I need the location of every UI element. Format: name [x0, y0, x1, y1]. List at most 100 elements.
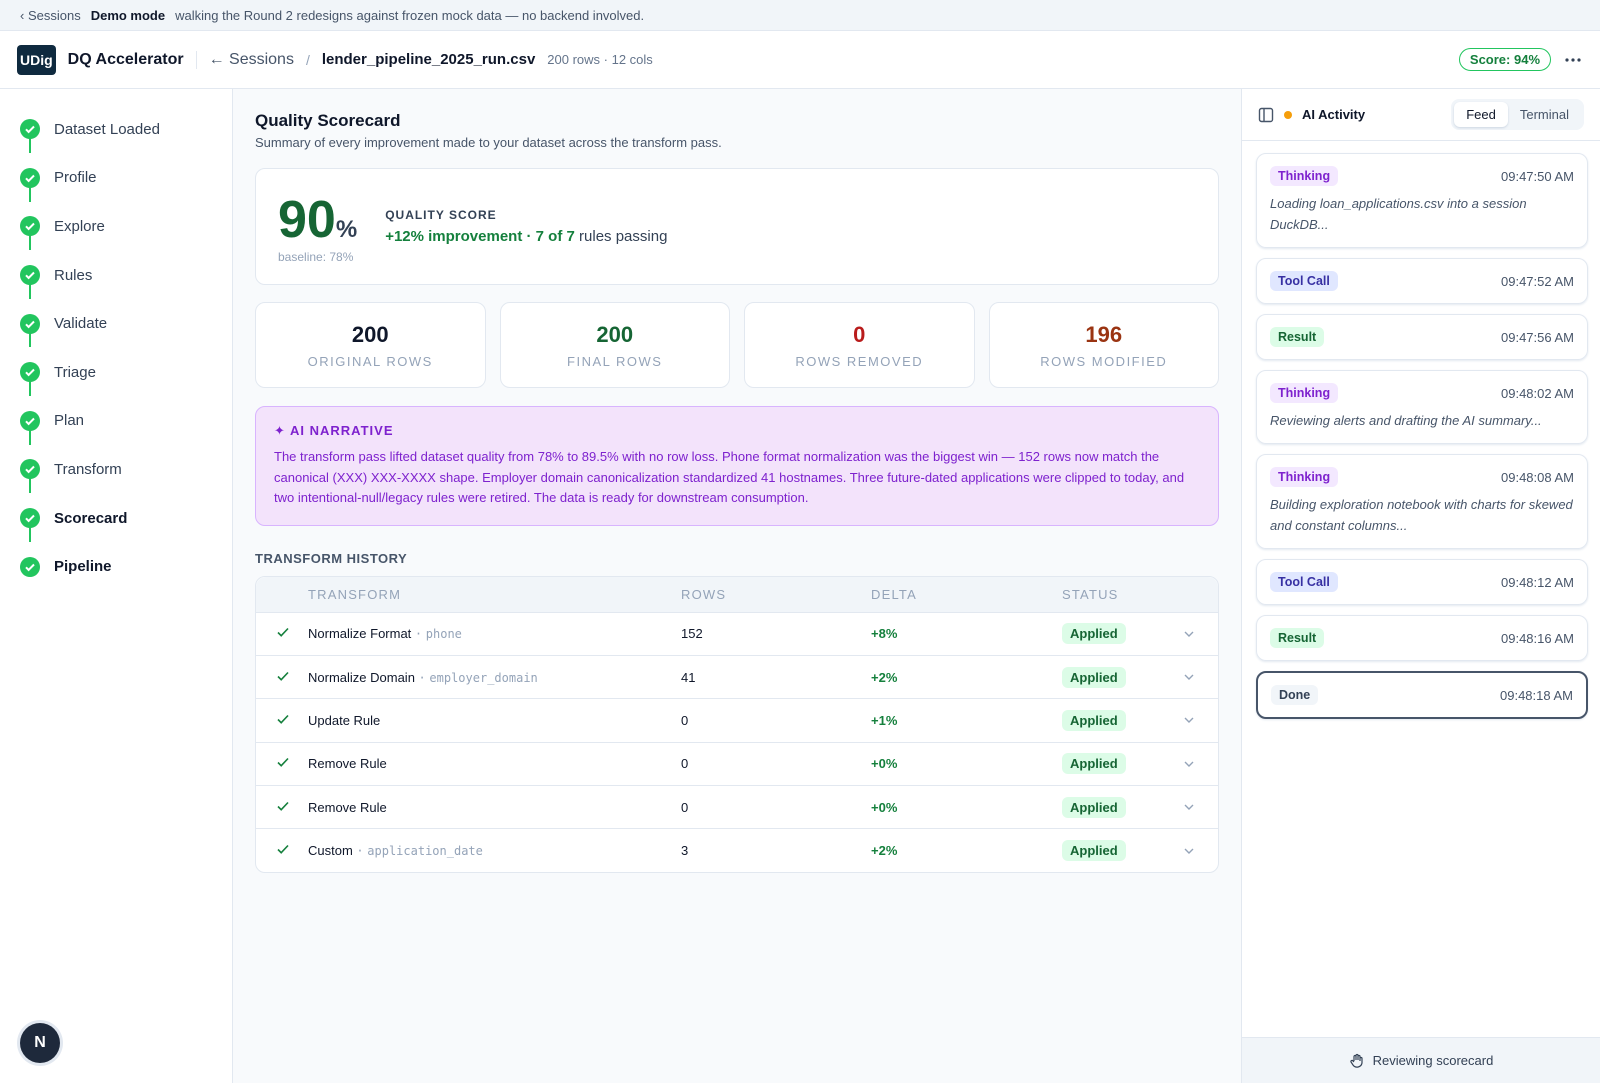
status-pill: Applied [1062, 709, 1126, 731]
stat-label: ROWS MODIFIED [1040, 353, 1168, 369]
rows-cell: 41 [681, 669, 696, 685]
step-label[interactable]: Profile [54, 169, 97, 187]
column-name: phone [425, 627, 462, 642]
expand-chevron [1184, 761, 1194, 767]
score-label: QUALITY SCORE [385, 208, 497, 222]
step-label[interactable]: Plan [54, 412, 85, 430]
event-time: 09:48:18 AM [1500, 687, 1573, 703]
event-card[interactable]: Tool Call 09:48:12 AM [1256, 559, 1588, 605]
step[interactable]: Plan [20, 397, 212, 446]
transform-cell: Update Rule [308, 713, 681, 728]
step[interactable]: Explore [20, 202, 212, 251]
panel-toggle[interactable] [1258, 107, 1274, 123]
rows-cell: 0 [681, 756, 689, 772]
step[interactable]: Pipeline [20, 542, 212, 591]
event-kind: Tool Call [1270, 271, 1338, 291]
step-label[interactable]: Rules [54, 266, 93, 284]
status-cell: Applied [1062, 796, 1182, 818]
status-cell: Applied [1062, 623, 1182, 645]
transform-name: Normalize Domain [308, 669, 415, 685]
check-cell [256, 712, 308, 729]
step[interactable]: Transform [20, 445, 212, 494]
stat-value: 200 [351, 321, 389, 347]
table-row[interactable]: Remove Rule 0 +0% Applied [256, 785, 1218, 828]
expand-chevron [1184, 717, 1194, 724]
step-check [20, 313, 40, 334]
check [277, 758, 289, 768]
event-card[interactable]: Result 09:47:56 AM [1256, 314, 1588, 360]
table-header: TRANSFORM ROWS DELTA STATUS [256, 576, 1218, 612]
step[interactable]: Dataset Loaded [20, 105, 212, 154]
step[interactable]: Triage [20, 348, 212, 397]
step-check [20, 362, 40, 383]
event-header: Tool Call 09:47:52 AM [1270, 271, 1574, 291]
table-row[interactable]: Update Rule 0 +1% Applied [256, 698, 1218, 741]
table-row[interactable]: Normalize Domain · employer_domain 41 +2% A… [256, 654, 1218, 698]
step-label[interactable]: Validate [54, 315, 108, 333]
step-label[interactable]: Transform [54, 460, 122, 478]
step[interactable]: Validate [20, 299, 212, 348]
narrative-title: ✦ AI NARRATIVE [274, 423, 394, 438]
event-card[interactable]: Result 09:48:16 AM [1256, 615, 1588, 661]
step[interactable]: Rules [20, 251, 212, 300]
status-pill: Applied [1062, 753, 1126, 775]
status-pill: Applied [1062, 666, 1126, 688]
step-label[interactable]: Dataset Loaded [54, 120, 160, 138]
step-label[interactable]: Explore [54, 217, 105, 235]
check [277, 628, 289, 638]
demo-banner: ‹ Sessions Demo mode walking the Round 2… [0, 0, 1600, 31]
logo[interactable]: UDig [17, 44, 56, 75]
status-cell: Applied [1062, 753, 1182, 775]
delta-cell: +2% [871, 669, 898, 685]
event-card[interactable]: Thinking 09:48:08 AM Building exploration … [1256, 454, 1588, 549]
step-connector [29, 234, 31, 251]
event-time: 09:48:02 AM [1501, 385, 1574, 401]
narrative-text: The transform pass lifted dataset qualit… [274, 449, 1185, 505]
score-card: 90% baseline: 78% QUALITY SCORE +12% imp… [255, 168, 1219, 285]
status-dot [1284, 110, 1292, 119]
step-connector [29, 525, 31, 542]
event-card[interactable]: Thinking 09:47:50 AM Loading loan_applicat… [1256, 153, 1588, 248]
event-card[interactable]: Done 09:48:18 AM [1256, 671, 1588, 719]
column-header: TRANSFORM [308, 586, 402, 602]
event-card[interactable]: Tool Call 09:47:52 AM [1256, 258, 1588, 304]
app-name: DQ Accelerator [68, 50, 197, 69]
narrative: ✦ AI NARRATIVE The transform pass lifted… [255, 406, 1219, 526]
back-text[interactable]: Sessions [27, 7, 81, 23]
hand-icon [1349, 1053, 1363, 1068]
back-link[interactable]: ‹ Sessions [20, 7, 81, 23]
step-check [20, 265, 40, 286]
step[interactable]: Scorecard [20, 494, 212, 543]
event-time: 09:48:08 AM [1501, 469, 1574, 485]
file-name: lender_pipeline_2025_run.csv [321, 51, 536, 68]
tab[interactable]: Feed [1454, 102, 1508, 127]
table-row[interactable]: Remove Rule 0 +0% Applied [256, 741, 1218, 785]
step-label[interactable]: Scorecard [54, 509, 128, 527]
activity-title: AI Activity [1302, 107, 1366, 122]
step-connector [29, 477, 31, 494]
tab[interactable]: Terminal [1519, 107, 1569, 122]
table-row[interactable]: Custom · application_date 3 +2% Applied [256, 828, 1218, 871]
delta-cell: +8% [871, 626, 898, 642]
avatar[interactable]: N [20, 1023, 60, 1063]
rows-cell: 0 [681, 799, 689, 815]
event-text: Building exploration notebook with chart… [1270, 497, 1573, 533]
sessions-link[interactable]: ← Sessions [208, 50, 294, 68]
column-header: DELTA [871, 586, 917, 602]
step-label[interactable]: Triage [54, 363, 96, 381]
event-card[interactable]: Thinking 09:48:02 AM Reviewing alerts and … [1256, 370, 1588, 444]
step-label[interactable]: Pipeline [54, 558, 112, 576]
transform-name: Update Rule [308, 712, 381, 728]
body: Dataset Loaded Profile Explore Rules Validat… [0, 89, 1600, 1083]
menu[interactable] [1563, 50, 1583, 70]
table-row[interactable]: Normalize Format · phone 152 +8% Applied [256, 611, 1218, 655]
stat-label: ROWS REMOVED [795, 353, 924, 369]
delta-cell: +0% [871, 756, 898, 772]
separator: · [418, 670, 426, 685]
transform-cell: Normalize Domain · employer_domain [308, 670, 681, 685]
improvement-line: +12% improvement · 7 of 7 rules passing [385, 228, 667, 245]
file-meta: 200 rows · 12 cols [547, 52, 653, 67]
step[interactable]: Profile [20, 154, 212, 203]
check-cell [256, 799, 308, 816]
transform-name: Remove Rule [308, 799, 387, 815]
